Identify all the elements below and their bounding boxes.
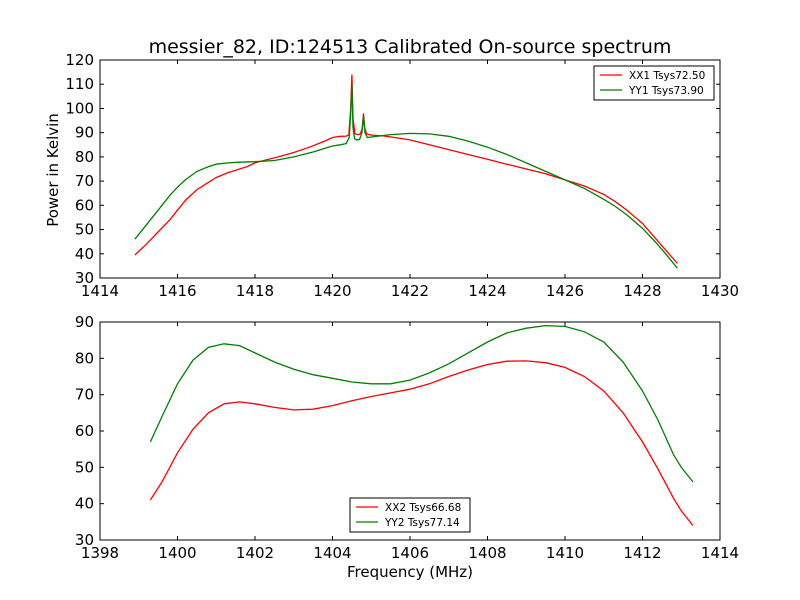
top-x-tick-label: 1414 xyxy=(81,282,119,300)
top-y-tick-label: 110 xyxy=(65,75,94,93)
top-legend-label-1: XX1 Tsys72.50 xyxy=(629,70,705,82)
bottom-x-tick-label: 1408 xyxy=(468,544,506,562)
top-x-tick-label: 1424 xyxy=(468,282,506,300)
bottom-y-tick-label: 40 xyxy=(75,495,94,513)
top-y-tick-label: 60 xyxy=(75,196,94,214)
bottom-y-tick-label: 60 xyxy=(75,422,94,440)
bottom-x-tick-label: 1398 xyxy=(81,544,119,562)
top-y-tick-label: 90 xyxy=(75,124,94,142)
y-axis-label: Power in Kelvin xyxy=(44,113,62,227)
bottom-x-tick-label: 1400 xyxy=(158,544,196,562)
top-y-tick-label: 30 xyxy=(75,269,94,287)
top-x-tick-label: 1426 xyxy=(546,282,584,300)
top-y-tick-label: 100 xyxy=(65,99,94,117)
top-legend-box xyxy=(593,65,715,101)
bottom-legend-label-1: XX2 Tsys66.68 xyxy=(385,502,461,514)
bottom-y-tick-label: 50 xyxy=(75,458,94,476)
top-y-tick-label: 70 xyxy=(75,172,94,190)
bottom-x-tick-label: 1412 xyxy=(623,544,661,562)
top-x-tick-label: 1422 xyxy=(391,282,429,300)
bottom-x-tick-label: 1402 xyxy=(236,544,274,562)
top-y-tick-label: 120 xyxy=(65,51,94,69)
bottom-x-tick-label: 1414 xyxy=(701,544,739,562)
bottom-y-tick-label: 70 xyxy=(75,386,94,404)
x-axis-label: Frequency (MHz) xyxy=(347,563,473,581)
top-x-tick-label: 1418 xyxy=(236,282,274,300)
bottom-y-tick-label: 30 xyxy=(75,531,94,549)
bottom-legend-label-2: YY2 Tsys77.14 xyxy=(384,517,460,529)
top-x-tick-label: 1430 xyxy=(701,282,739,300)
bottom-series-line-1 xyxy=(149,360,694,526)
top-x-tick-label: 1416 xyxy=(158,282,196,300)
bottom-legend-box xyxy=(349,497,471,533)
bottom-y-tick-label: 90 xyxy=(75,313,94,331)
top-x-tick-label: 1420 xyxy=(313,282,351,300)
bottom-x-tick-label: 1410 xyxy=(546,544,584,562)
top-x-tick-label: 1428 xyxy=(623,282,661,300)
top-legend-label-2: YY1 Tsys73.90 xyxy=(628,85,704,97)
figure-title: messier_82, ID:124513 Calibrated On-sour… xyxy=(149,36,672,58)
bottom-series-line-2 xyxy=(149,324,694,483)
top-y-tick-label: 80 xyxy=(75,148,94,166)
top-series-line-2 xyxy=(134,84,678,269)
bottom-spectrum-panel: 1398 1400 1402 1404 1406 1408 1410 1412 1414 30 40… xyxy=(75,313,739,562)
bottom-y-tick-label: 80 xyxy=(75,349,94,367)
top-y-tick-label: 40 xyxy=(75,245,94,263)
top-series-line-1 xyxy=(134,74,678,264)
top-spectrum-panel: 1414 1416 1418 1420 1422 1424 1426 1428 1430 30 40… xyxy=(65,51,739,300)
top-y-tick-label: 50 xyxy=(75,221,94,239)
bottom-x-tick-label: 1406 xyxy=(391,544,429,562)
top-legend: XX1 Tsys72.50 YY1 Tsys73.90 xyxy=(593,65,715,101)
bottom-legend: XX2 Tsys66.68 YY2 Tsys77.14 xyxy=(349,497,471,533)
bottom-x-tick-label: 1404 xyxy=(313,544,351,562)
